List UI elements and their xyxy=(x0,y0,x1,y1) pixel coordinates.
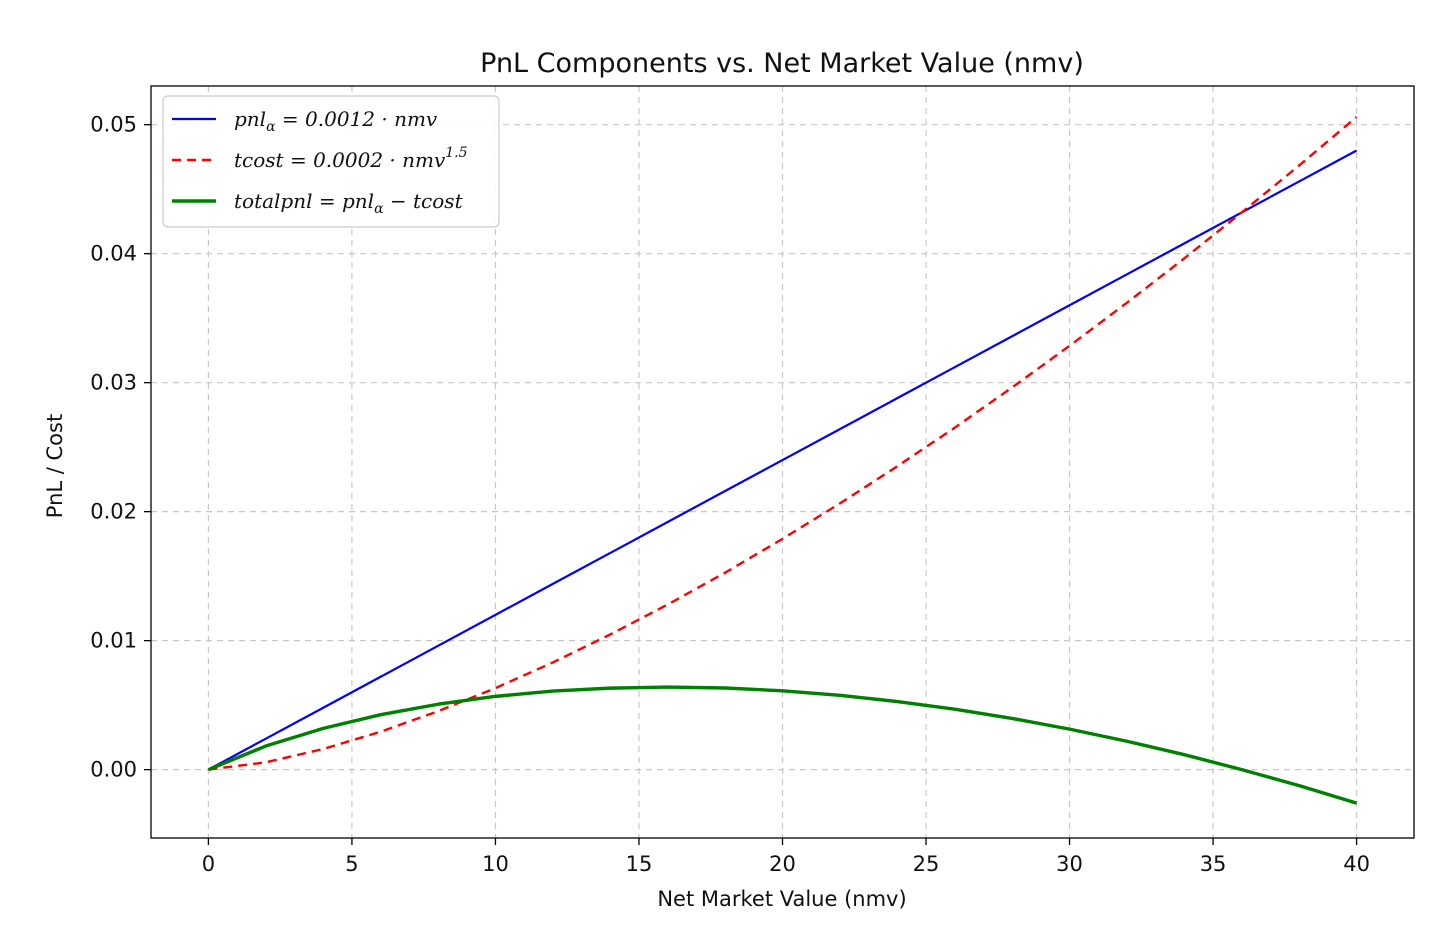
x-tick-label: 0 xyxy=(202,852,215,876)
y-tick-label: 0.05 xyxy=(90,113,137,137)
legend-label-subscript: α xyxy=(374,201,384,217)
series-layer xyxy=(207,116,1358,805)
legend-label-expression: = 0.0012 · nmv xyxy=(276,107,438,131)
y-tick-label: 0.04 xyxy=(90,242,137,266)
chart-title: PnL Components vs. Net Market Value (nmv… xyxy=(480,48,1084,79)
x-tick-label: 15 xyxy=(626,852,653,876)
legend-label-main: totalpnl = pnl xyxy=(234,189,374,213)
y-tick-label: 0.02 xyxy=(90,500,137,524)
legend-box xyxy=(162,95,500,228)
x-tick-label: 35 xyxy=(1200,852,1227,876)
y-axis: 0.00 0.01 0.02 0.03 0.04 0.05 xyxy=(90,113,151,782)
legend-label-totalpnl: totalpnl = pnlα − tcost xyxy=(234,189,464,217)
y-axis-label: PnL / Cost xyxy=(43,414,67,518)
x-tick-label: 20 xyxy=(769,852,796,876)
legend-label-subscript: α xyxy=(266,119,276,135)
legend-label-pnl_alpha: pnlα = 0.0012 · nmv xyxy=(234,107,438,135)
x-tick-label: 40 xyxy=(1343,852,1370,876)
x-axis: 0 5 10 15 20 25 30 35 40 xyxy=(202,838,1370,876)
legend-label-main: tcost xyxy=(234,148,285,172)
y-tick-label: 0.00 xyxy=(90,758,137,782)
y-tick-label: 0.03 xyxy=(90,371,137,395)
x-tick-label: 10 xyxy=(482,852,509,876)
x-tick-label: 30 xyxy=(1056,852,1083,876)
x-tick-label: 25 xyxy=(913,852,940,876)
x-tick-label: 5 xyxy=(345,852,358,876)
legend-label-expression: − tcost xyxy=(384,189,464,213)
legend-label-tcost: tcost = 0.0002 · nmv1.5 xyxy=(234,145,468,172)
x-axis-label: Net Market Value (nmv) xyxy=(657,887,906,911)
legend-label-main: pnl xyxy=(234,107,266,131)
series-line-pnl_alpha xyxy=(207,149,1358,771)
legend-label-superscript: 1.5 xyxy=(445,145,467,161)
legend-label-expression: = 0.0002 · nmv xyxy=(284,148,446,172)
series-line-totalpnl xyxy=(207,685,1358,805)
y-tick-label: 0.01 xyxy=(90,629,137,653)
series-line-tcost xyxy=(208,116,1358,771)
